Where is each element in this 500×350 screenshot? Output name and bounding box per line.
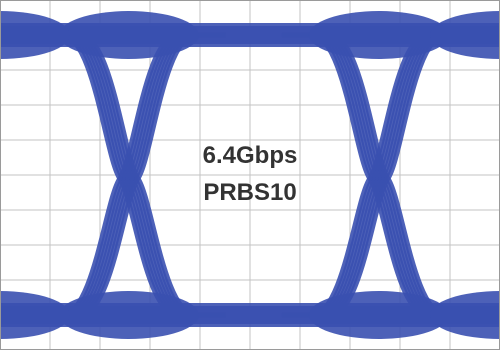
rail-merge-band [308, 11, 449, 59]
rail-merge-band [430, 11, 500, 59]
rail-merge-band [0, 11, 70, 59]
pattern-label: PRBS10 [203, 179, 296, 206]
rail-merge-band [308, 291, 449, 339]
falling-edge-trace [293, 32, 470, 318]
rail-merge-band [58, 11, 199, 59]
rail-merge-band [58, 291, 199, 339]
falling-edge-trace [43, 32, 220, 318]
rail-merge-band [0, 291, 70, 339]
rail-merge-band [430, 291, 500, 339]
bit-rate-label: 6.4Gbps [203, 142, 298, 169]
signal-traces [0, 11, 500, 339]
